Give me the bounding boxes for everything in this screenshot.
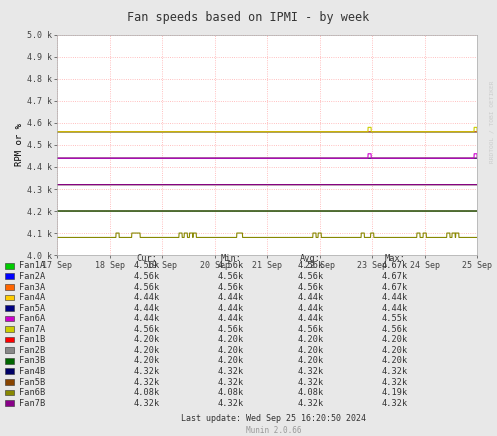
Text: 4.56k: 4.56k [134,272,160,281]
Text: Fan5B: Fan5B [19,378,45,387]
Text: 4.56k: 4.56k [134,262,160,270]
Text: 4.20k: 4.20k [298,346,324,355]
Text: Last update: Wed Sep 25 16:20:50 2024: Last update: Wed Sep 25 16:20:50 2024 [181,414,366,422]
Text: Fan1A: Fan1A [19,262,45,270]
Text: 4.44k: 4.44k [134,303,160,313]
Text: 4.44k: 4.44k [218,303,244,313]
Text: 4.44k: 4.44k [134,293,160,302]
Text: 4.44k: 4.44k [298,293,324,302]
Text: 4.32k: 4.32k [218,399,244,408]
Text: 4.44k: 4.44k [218,293,244,302]
Text: Fan3B: Fan3B [19,356,45,365]
Text: Fan5A: Fan5A [19,303,45,313]
Text: 4.20k: 4.20k [382,356,408,365]
Text: 4.20k: 4.20k [382,335,408,344]
Text: Fan7A: Fan7A [19,325,45,334]
Text: Fan7B: Fan7B [19,399,45,408]
Text: 4.55k: 4.55k [382,314,408,323]
Text: 4.20k: 4.20k [298,335,324,344]
Text: 4.56k: 4.56k [298,325,324,334]
Text: 4.56k: 4.56k [134,325,160,334]
Text: Max:: Max: [385,254,406,263]
Text: 4.19k: 4.19k [382,388,408,397]
Text: Fan speeds based on IPMI - by week: Fan speeds based on IPMI - by week [127,11,370,24]
Text: 4.67k: 4.67k [382,262,408,270]
Text: 4.20k: 4.20k [134,356,160,365]
Text: 4.44k: 4.44k [298,303,324,313]
Text: 4.56k: 4.56k [298,262,324,270]
Text: Fan6A: Fan6A [19,314,45,323]
Text: Cur:: Cur: [136,254,157,263]
Text: Fan4A: Fan4A [19,293,45,302]
Text: 4.56k: 4.56k [218,272,244,281]
Text: Avg:: Avg: [300,254,321,263]
Text: 4.20k: 4.20k [218,356,244,365]
Text: 4.56k: 4.56k [218,283,244,292]
Text: 4.56k: 4.56k [298,283,324,292]
Text: Fan2A: Fan2A [19,272,45,281]
Text: 4.20k: 4.20k [218,346,244,355]
Text: 4.44k: 4.44k [298,314,324,323]
Text: Fan3A: Fan3A [19,283,45,292]
Text: 4.08k: 4.08k [218,388,244,397]
Text: 4.56k: 4.56k [298,272,324,281]
Text: 4.20k: 4.20k [134,335,160,344]
Text: 4.32k: 4.32k [218,378,244,387]
Text: 4.56k: 4.56k [382,325,408,334]
Text: 4.44k: 4.44k [218,314,244,323]
Text: 4.44k: 4.44k [382,303,408,313]
Text: 4.32k: 4.32k [298,367,324,376]
Text: 4.32k: 4.32k [298,378,324,387]
Text: Min:: Min: [221,254,242,263]
Text: 4.32k: 4.32k [218,367,244,376]
Text: Fan1B: Fan1B [19,335,45,344]
Text: 4.20k: 4.20k [382,346,408,355]
Text: 4.32k: 4.32k [134,367,160,376]
Text: 4.32k: 4.32k [382,367,408,376]
Text: 4.08k: 4.08k [134,388,160,397]
Text: 4.32k: 4.32k [134,378,160,387]
Text: 4.32k: 4.32k [298,399,324,408]
Text: 4.32k: 4.32k [382,399,408,408]
Text: 4.32k: 4.32k [134,399,160,408]
Text: 4.67k: 4.67k [382,272,408,281]
Text: 4.20k: 4.20k [298,356,324,365]
Text: 4.44k: 4.44k [134,314,160,323]
Y-axis label: RPM or %: RPM or % [15,123,24,167]
Text: Fan2B: Fan2B [19,346,45,355]
Text: 4.56k: 4.56k [218,325,244,334]
Text: 4.20k: 4.20k [218,335,244,344]
Text: 4.67k: 4.67k [382,283,408,292]
Text: 4.08k: 4.08k [298,388,324,397]
Text: 4.20k: 4.20k [134,346,160,355]
Text: 4.44k: 4.44k [382,293,408,302]
Text: 4.32k: 4.32k [382,378,408,387]
Text: Fan6B: Fan6B [19,388,45,397]
Text: RRDTOOL / TOBI OETIKER: RRDTOOL / TOBI OETIKER [490,81,495,164]
Text: 4.56k: 4.56k [218,262,244,270]
Text: Fan4B: Fan4B [19,367,45,376]
Text: Munin 2.0.66: Munin 2.0.66 [246,426,301,435]
Text: 4.56k: 4.56k [134,283,160,292]
